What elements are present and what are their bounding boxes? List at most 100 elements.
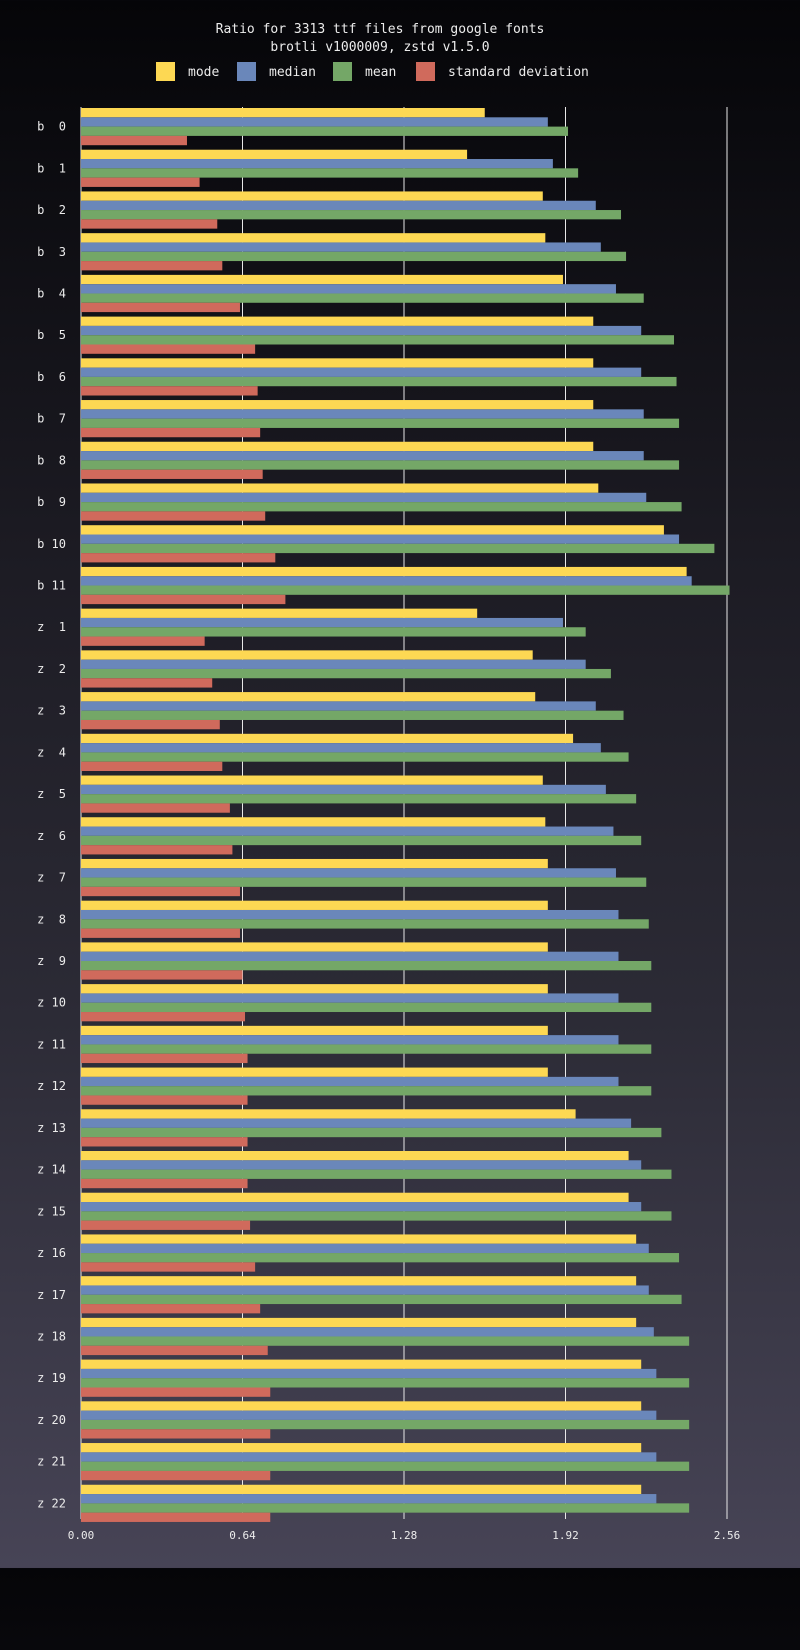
category-label: b 8 (37, 453, 66, 467)
bar-mode-z16 (81, 1234, 637, 1244)
bar-mean-z9 (81, 961, 652, 971)
bar-mode-z14 (81, 1151, 629, 1161)
bar-mode-z4 (81, 733, 574, 744)
bar-mode-b3 (81, 233, 546, 243)
bar-mode-z18 (81, 1317, 637, 1328)
bar-median-z2 (81, 659, 586, 669)
bar-mean-z4 (81, 752, 629, 762)
bar-mode-z21 (81, 1443, 642, 1453)
bar-standard-deviation-z20 (81, 1429, 271, 1439)
bar-mean-z5 (81, 794, 637, 804)
category-label: b 11 (37, 579, 66, 593)
bar-standard-deviation-z8 (81, 928, 240, 938)
x-tick-label: 1.92 (552, 1529, 579, 1542)
bar-standard-deviation-b1 (81, 177, 200, 187)
bar-mode-b6 (81, 358, 594, 368)
category-label: b 1 (37, 161, 66, 175)
bar-standard-deviation-z11 (81, 1053, 248, 1064)
bar-mode-b11 (81, 566, 687, 577)
category-label: b 3 (37, 245, 66, 259)
bar-mean-z11 (81, 1044, 652, 1054)
bar-standard-deviation-z5 (81, 803, 230, 813)
bar-mode-b9 (81, 483, 599, 493)
bar-standard-deviation-z1 (81, 636, 205, 646)
bar-mean-b10 (81, 543, 715, 554)
bar-mean-z19 (81, 1378, 690, 1388)
bar-mode-z11 (81, 1025, 548, 1036)
bar-median-z18 (81, 1327, 654, 1337)
bar-mean-z2 (81, 668, 611, 679)
bar-median-b10 (81, 534, 680, 544)
bar-standard-deviation-z14 (81, 1178, 248, 1189)
bar-mean-b0 (81, 126, 569, 136)
category-label: z 4 (37, 745, 66, 759)
legend-label-mean: mean (365, 65, 396, 80)
bar-mode-b0 (81, 108, 485, 118)
legend-swatch-mode (156, 62, 175, 81)
legend-label-standard-deviation: standard deviation (448, 65, 589, 80)
bar-standard-deviation-b2 (81, 219, 218, 229)
bar-mean-b9 (81, 502, 682, 512)
bar-mode-b1 (81, 149, 468, 160)
x-tick-label: 0.00 (68, 1529, 95, 1542)
x-tick-label: 2.56 (714, 1529, 741, 1542)
bar-mode-z1 (81, 608, 478, 618)
bar-mode-z5 (81, 775, 543, 785)
bar-median-b8 (81, 451, 644, 461)
category-label: b 7 (37, 412, 66, 426)
bar-median-z12 (81, 1076, 619, 1087)
category-label: z 17 (37, 1288, 66, 1302)
bar-mode-z17 (81, 1276, 637, 1286)
bar-mode-b8 (81, 441, 594, 452)
bar-standard-deviation-z18 (81, 1345, 268, 1356)
category-label: b 6 (37, 370, 66, 384)
bar-mean-z20 (81, 1419, 690, 1430)
bar-mean-b5 (81, 335, 675, 345)
bar-standard-deviation-z7 (81, 886, 240, 897)
bar-mean-z16 (81, 1253, 680, 1263)
bar-mean-b4 (81, 293, 644, 303)
bar-standard-deviation-z12 (81, 1095, 248, 1105)
bar-median-z6 (81, 826, 614, 836)
bar-standard-deviation-b11 (81, 594, 286, 605)
bar-standard-deviation-z3 (81, 719, 220, 730)
category-label: z 16 (37, 1246, 66, 1260)
bar-standard-deviation-b3 (81, 261, 223, 271)
bar-standard-deviation-z16 (81, 1262, 256, 1272)
category-labels: b 0 b 1 b 2 b 3 b 4 b 5 b 6 b 7 b 8 b 9 b 10 b 11 z … (37, 120, 66, 1511)
bar-median-z1 (81, 617, 563, 628)
bar-mean-z10 (81, 1002, 652, 1013)
bar-mean-b3 (81, 251, 627, 262)
category-label: b 10 (37, 537, 66, 551)
bar-standard-deviation-b7 (81, 427, 261, 438)
bar-mode-z15 (81, 1192, 629, 1203)
bar-standard-deviation-b9 (81, 511, 266, 521)
bar-mode-b5 (81, 316, 594, 326)
bar-median-z10 (81, 993, 619, 1003)
x-axis-ticks: 0.00 0.64 1.28 1.92 2.56 (68, 1529, 741, 1542)
bar-mode-z10 (81, 984, 548, 994)
bar-median-z21 (81, 1452, 657, 1462)
chart-title: Ratio for 3313 ttf files from google fon… (216, 22, 545, 37)
bar-median-z17 (81, 1285, 649, 1295)
bar-mode-z20 (81, 1401, 642, 1411)
bar-median-b1 (81, 159, 553, 169)
bar-median-b2 (81, 200, 596, 211)
bar-standard-deviation-b4 (81, 302, 240, 313)
bar-mode-b10 (81, 525, 664, 535)
category-label: z 3 (37, 704, 66, 718)
bar-chart: Ratio for 3313 ttf files from google fon… (37, 22, 741, 1542)
bar-median-z19 (81, 1368, 657, 1379)
legend: mode median mean standard deviation (156, 62, 589, 81)
bar-mean-z8 (81, 919, 649, 929)
bar-standard-deviation-b6 (81, 386, 258, 396)
bar-median-b9 (81, 492, 647, 503)
bar-median-z13 (81, 1118, 632, 1128)
bar-standard-deviation-z10 (81, 1012, 246, 1022)
bar-standard-deviation-z4 (81, 761, 223, 771)
bar-median-z3 (81, 701, 596, 711)
bar-mean-z21 (81, 1461, 690, 1471)
bar-mode-z13 (81, 1109, 576, 1119)
bar-mean-z14 (81, 1169, 672, 1179)
bar-mode-z22 (81, 1484, 642, 1495)
